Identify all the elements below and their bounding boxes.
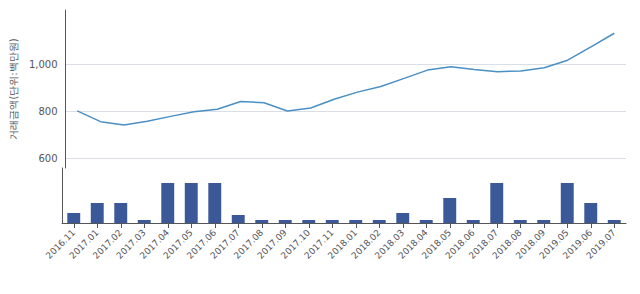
svg-text:2017.11: 2017.11 xyxy=(302,227,336,261)
svg-text:2017.06: 2017.06 xyxy=(184,227,219,261)
svg-text:2017.03: 2017.03 xyxy=(114,227,148,261)
svg-text:800: 800 xyxy=(38,106,57,117)
svg-text:2017.09: 2017.09 xyxy=(255,227,289,261)
svg-text:2017.02: 2017.02 xyxy=(90,227,125,261)
svg-text:1,000: 1,000 xyxy=(29,59,58,70)
svg-text:2018.09: 2018.09 xyxy=(513,227,548,261)
svg-text:2017.04: 2017.04 xyxy=(137,227,172,261)
svg-text:2017.10: 2017.10 xyxy=(278,227,313,261)
svg-text:2016.11: 2016.11 xyxy=(43,227,78,261)
svg-text:2018.02: 2018.02 xyxy=(349,227,383,261)
svg-text:2019.07: 2019.07 xyxy=(584,227,617,260)
svg-text:2017.05: 2017.05 xyxy=(161,227,195,261)
svg-text:2019.06: 2019.06 xyxy=(560,227,595,261)
svg-text:2017.01: 2017.01 xyxy=(67,227,101,261)
svg-text:2018.07: 2018.07 xyxy=(466,227,501,261)
svg-text:거래금액(단위:백만원): 거래금액(단위:백만원) xyxy=(8,38,19,139)
svg-text:2017.08: 2017.08 xyxy=(231,227,266,261)
svg-text:2018.05: 2018.05 xyxy=(419,227,454,261)
svg-text:2018.04: 2018.04 xyxy=(396,227,430,261)
svg-text:2018.08: 2018.08 xyxy=(490,227,524,261)
svg-text:2018.03: 2018.03 xyxy=(372,227,407,261)
svg-text:2018.01: 2018.01 xyxy=(325,227,360,261)
svg-text:2018.06: 2018.06 xyxy=(443,227,477,261)
svg-text:600: 600 xyxy=(38,153,57,164)
svg-text:2017.07: 2017.07 xyxy=(208,227,242,261)
svg-text:2019.05: 2019.05 xyxy=(537,227,571,261)
